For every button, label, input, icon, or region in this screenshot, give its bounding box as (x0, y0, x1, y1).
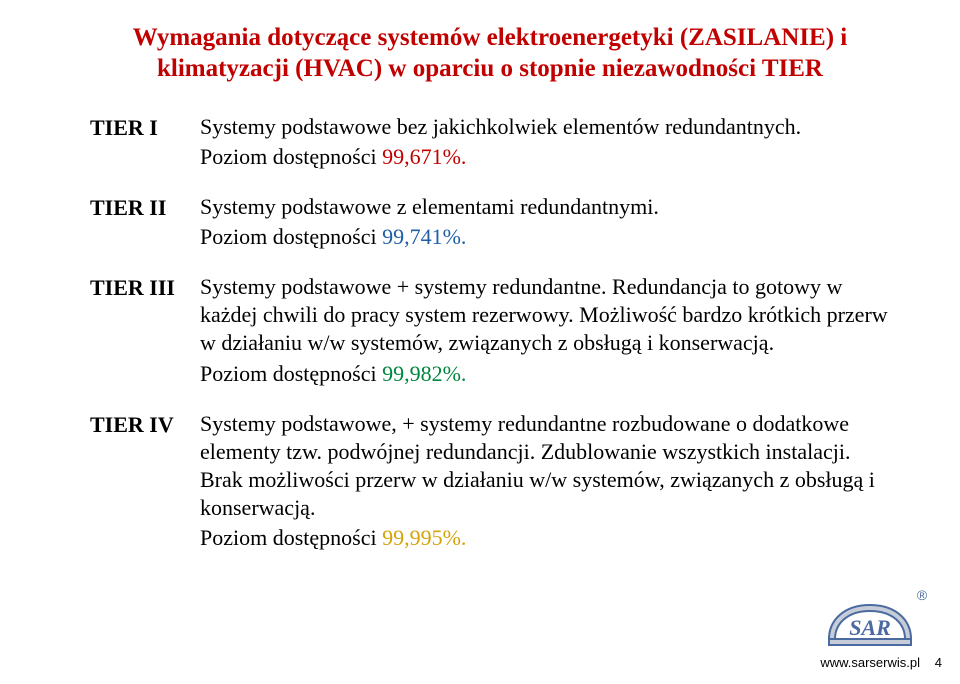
page-number: 4 (935, 655, 942, 670)
tier-row: TIER I Systemy podstawowe bez jakichkolw… (90, 113, 890, 171)
tier-row: TIER IV Systemy podstawowe, + systemy re… (90, 410, 890, 553)
tier-label: TIER IV (90, 410, 200, 438)
tier-list: TIER I Systemy podstawowe bez jakichkolw… (90, 113, 890, 553)
tier-body: Systemy podstawowe + systemy redundantne… (200, 273, 890, 388)
availability-line: Poziom dostępności 99,982%. (200, 360, 890, 388)
availability-prefix: Poziom dostępności (200, 361, 382, 386)
tier-row: TIER II Systemy podstawowe z elementami … (90, 193, 890, 251)
availability-value: 99,671%. (382, 144, 466, 169)
availability-prefix: Poziom dostępności (200, 525, 382, 550)
availability-prefix: Poziom dostępności (200, 144, 382, 169)
tier-body: Systemy podstawowe, + systemy redundantn… (200, 410, 890, 553)
registered-mark: ® (917, 587, 927, 603)
svg-text:SAR: SAR (849, 615, 891, 640)
footer: SAR ® www.sarserwis.pl (820, 591, 920, 670)
availability-value: 99,741%. (382, 224, 466, 249)
sar-logo-icon: SAR (823, 591, 917, 653)
availability-prefix: Poziom dostępności (200, 224, 382, 249)
availability-line: Poziom dostępności 99,995%. (200, 524, 890, 552)
tier-text: Systemy podstawowe bez jakichkolwiek ele… (200, 114, 801, 139)
tier-text: Systemy podstawowe z elementami redundan… (200, 194, 659, 219)
availability-line: Poziom dostępności 99,671%. (200, 143, 890, 171)
tier-row: TIER III Systemy podstawowe + systemy re… (90, 273, 890, 388)
tier-body: Systemy podstawowe z elementami redundan… (200, 193, 890, 251)
document-page: Wymagania dotyczące systemów elektroener… (0, 0, 960, 684)
tier-label: TIER II (90, 193, 200, 221)
site-url: www.sarserwis.pl (820, 655, 920, 670)
availability-value: 99,982%. (382, 361, 466, 386)
tier-text: Systemy podstawowe + systemy redundantne… (200, 274, 888, 355)
tier-text: Systemy podstawowe, + systemy redundantn… (200, 411, 875, 520)
tier-body: Systemy podstawowe bez jakichkolwiek ele… (200, 113, 890, 171)
logo: SAR ® (823, 591, 917, 653)
availability-line: Poziom dostępności 99,741%. (200, 223, 890, 251)
tier-label: TIER I (90, 113, 200, 141)
availability-value: 99,995%. (382, 525, 466, 550)
page-title: Wymagania dotyczące systemów elektroener… (90, 22, 890, 85)
tier-label: TIER III (90, 273, 200, 301)
